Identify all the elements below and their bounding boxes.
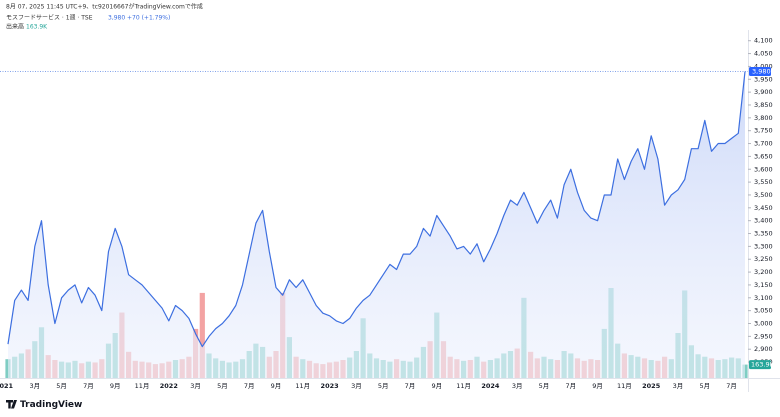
y-tick-label: 3,500	[754, 191, 773, 199]
x-tick-label: 9月	[592, 382, 603, 390]
y-tick-label: 3,150	[754, 281, 773, 289]
x-tick-label: 11月	[617, 382, 632, 390]
y-tick-label: 3,250	[754, 255, 773, 263]
y-tick-label: 3,450	[754, 204, 773, 212]
x-tick-label: 9月	[431, 382, 442, 390]
x-tick-label: 11月	[295, 382, 310, 390]
last-volume-label: 163.9K	[751, 361, 775, 369]
x-tick-label: 9月	[110, 382, 121, 390]
y-tick-label: 3,350	[754, 230, 773, 238]
last-price-badge	[749, 67, 771, 77]
y-tick-label: 2,900	[754, 345, 773, 353]
x-tick-label: 3月	[512, 382, 523, 390]
y-tick-label: 3,650	[754, 152, 773, 160]
x-tick-label: 3月	[673, 382, 684, 390]
y-tick-label: 3,200	[754, 268, 773, 276]
symbol: モスフードサービス · 1週 · TSE	[6, 14, 93, 22]
y-tick-label: 3,000	[754, 319, 773, 327]
x-tick-label: 7月	[726, 382, 737, 390]
y-tick-label: 2,950	[754, 332, 773, 340]
x-tick-label: 5月	[539, 382, 550, 390]
y-tick-label: 4,100	[754, 37, 773, 45]
y-tick-label: 3,800	[754, 114, 773, 122]
x-tick-label: 3月	[29, 382, 40, 390]
x-tick-label: 11月	[456, 382, 471, 390]
x-tick-label: 5月	[699, 382, 710, 390]
y-tick-label: 3,050	[754, 307, 773, 315]
x-tick-label: 7月	[405, 382, 416, 390]
y-tick-label: 3,750	[754, 127, 773, 135]
y-tick-label: 3,300	[754, 242, 773, 250]
x-tick-label: 7月	[565, 382, 576, 390]
last-volume-badge	[749, 360, 771, 370]
volume-bar	[199, 292, 205, 378]
volume-value: 163.9K	[26, 24, 48, 31]
brand-logo: TradingView	[5, 400, 82, 410]
y-tick-label: 3,850	[754, 101, 773, 109]
x-tick-label: 2025	[642, 382, 661, 390]
y-tick-label: 3,950	[754, 75, 773, 83]
x-tick-label: 5月	[378, 382, 389, 390]
y-tick-label: 4,050	[754, 50, 773, 58]
plot-area	[5, 71, 748, 378]
x-tick-label: 7月	[83, 382, 94, 390]
x-tick-label: 11月	[135, 382, 150, 390]
y-tick-label: 3,600	[754, 165, 773, 173]
x-tick-label: 2023	[321, 382, 339, 390]
x-tick-label: 3月	[351, 382, 362, 390]
created-note: 8月 07, 2025 11:45 UTC+9、tc92016667がTradi…	[6, 3, 203, 11]
price-line	[7, 71, 746, 348]
last-price-label: 3,980	[752, 68, 771, 76]
y-tick-label: 4,000	[754, 62, 773, 70]
price: 3,980	[108, 15, 125, 22]
x-tick-label: 3月	[190, 382, 201, 390]
x-tick-label: 2022	[160, 382, 178, 390]
price-area	[8, 71, 745, 378]
x-tick-label: 2024	[481, 382, 500, 390]
x-tick-label: 2021	[0, 382, 14, 390]
y-tick-label: 3,550	[754, 178, 773, 186]
y-tick-label: 3,100	[754, 294, 773, 302]
y-tick-label: 3,700	[754, 140, 773, 148]
x-tick-label: 9月	[271, 382, 282, 390]
y-tick-label: 3,400	[754, 217, 773, 225]
y-tick-label: 3,900	[754, 88, 773, 96]
x-tick-label: 7月	[244, 382, 255, 390]
volume-title: 出来高	[6, 23, 24, 31]
x-tick-label: 5月	[217, 382, 228, 390]
x-tick-label: 5月	[56, 382, 67, 390]
change: +70 (+1.79%)	[127, 15, 170, 22]
brand: TradingView	[20, 400, 82, 410]
